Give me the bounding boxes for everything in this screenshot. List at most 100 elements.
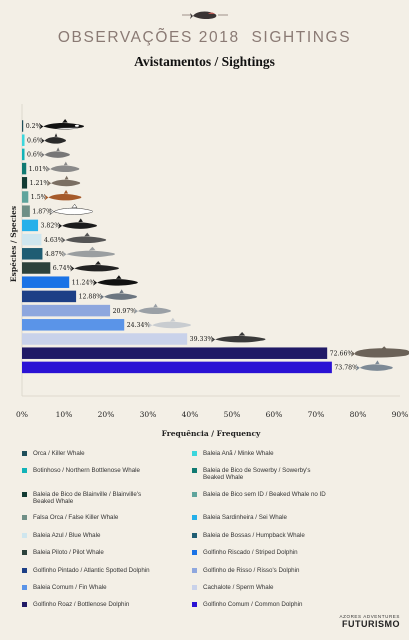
bar-label-4: 1.21% (30, 180, 50, 187)
x-axis-title: Frequência / Frequency (162, 429, 261, 438)
legend-item-10: Baleia Piloto / Pilot Whale (22, 549, 162, 556)
legend-swatch-0 (22, 451, 27, 456)
species-silhouette-icon-7 (58, 218, 97, 229)
legend-swatch-16 (22, 602, 27, 607)
legend-item-15: Cachalote / Sperm Whale (192, 584, 332, 591)
bar-6 (22, 205, 30, 217)
legend-swatch-15 (192, 585, 197, 590)
legend-label-16: Golfinho Roaz / Bottlenose Dolphin (33, 601, 130, 608)
bar-label-16: 72.66% (330, 350, 354, 357)
bar-label-14: 24.34% (127, 322, 151, 329)
logo-tagline: AZORES ADVENTURES (339, 614, 400, 619)
legend-swatch-10 (22, 550, 27, 555)
species-silhouette-icon-11 (93, 275, 138, 286)
legend-item-14: Baleia Comum / Fin Whale (22, 584, 162, 591)
bar-label-8: 4.63% (44, 237, 64, 244)
bar-14 (22, 319, 125, 331)
logo-wordmark: FUTURISMO (342, 619, 400, 629)
bar-1 (22, 134, 25, 146)
legend-item-17: Golfinho Comum / Common Dolphin (192, 601, 332, 608)
bar-0 (22, 120, 24, 132)
x-tick-label-6: 60% (266, 410, 283, 419)
legend-swatch-7 (192, 515, 197, 520)
legend-item-7: Baleia Sardinheira / Sei Whale (192, 514, 332, 521)
legend-item-8: Baleia Azul / Blue Whale (22, 532, 162, 539)
legend-label-5: Baleia de Bico sem ID / Beaked Whale no … (203, 491, 326, 498)
bar-label-15: 39.33% (190, 336, 214, 343)
bar-label-7: 3.82% (41, 223, 61, 230)
x-tick-label-1: 10% (56, 410, 73, 419)
legend-swatch-1 (192, 451, 197, 456)
bar-5 (22, 191, 29, 203)
bar-10 (22, 262, 51, 274)
page-title: OBSERVAÇÕES 2018 SIGHTINGS (57, 29, 352, 46)
species-silhouette-icon-1 (40, 133, 66, 144)
bar-8 (22, 233, 42, 246)
legend-swatch-6 (22, 515, 27, 520)
legend-label-15: Cachalote / Sperm Whale (203, 584, 274, 591)
x-tick-label-5: 50% (224, 410, 241, 419)
species-silhouette-icon-0 (39, 119, 85, 130)
species-silhouette-icon-13 (133, 303, 171, 315)
bar-9 (22, 248, 43, 260)
chart-title: Avistamentos / Sightings (134, 54, 275, 69)
legend-swatch-11 (192, 550, 197, 555)
bar-11 (22, 276, 70, 288)
bar-label-11: 11.24% (72, 279, 96, 286)
bar-3 (22, 162, 27, 175)
legend-label-17: Golfinho Comum / Common Dolphin (203, 601, 303, 608)
bar-label-0: 0.2% (26, 123, 42, 130)
bar-label-2: 0.6% (27, 152, 43, 159)
x-tick-label-4: 40% (182, 410, 199, 419)
bar-16 (22, 347, 328, 359)
species-silhouette-icon-16 (351, 346, 409, 358)
bar-label-10: 6.74% (53, 265, 73, 272)
bar-label-1: 0.6% (27, 137, 43, 144)
bar-4 (22, 177, 28, 189)
legend-label-4: Baleia de Bico de Blainville / Blainvill… (33, 491, 142, 506)
legend-label-3: Baleia de Bico de Sowerby / Sowerby's Be… (203, 467, 311, 482)
bar-label-9: 4.87% (45, 251, 65, 258)
species-silhouette-icon-8 (61, 232, 107, 244)
bar-chart: 0.2% 0.6% 0.6% 1.01% 1.21% 1.5% 1.87% 3.82% 4.63… (9, 104, 409, 438)
legend-swatch-2 (22, 468, 27, 473)
bar-7 (22, 219, 39, 232)
species-silhouette-icon-17 (355, 360, 393, 371)
x-tick-label-8: 80% (350, 410, 367, 419)
legend-label-8: Baleia Azul / Blue Whale (33, 532, 101, 539)
legend-label-7: Baleia Sardinheira / Sei Whale (203, 514, 287, 521)
legend-item-16: Golfinho Roaz / Bottlenose Dolphin (22, 601, 162, 608)
legend-label-1: Baleia Anã / Minke Whale (203, 450, 274, 457)
bar-13 (22, 304, 111, 317)
species-silhouette-icon-9 (62, 246, 115, 258)
chart-legend: Orca / Killer Whale Baleia Anã / Minke Wh… (22, 450, 382, 618)
x-tick-label-7: 70% (308, 410, 325, 419)
species-silhouette-icon-14 (148, 317, 191, 329)
species-silhouette-icon-6 (49, 203, 93, 215)
bar-label-5: 1.5% (31, 194, 47, 201)
legend-label-9: Baleia de Bossas / Humpback Whale (203, 532, 305, 539)
legend-label-11: Golfinho Riscado / Striped Dolphin (203, 549, 298, 556)
legend-swatch-13 (192, 568, 197, 573)
legend-swatch-9 (192, 533, 197, 538)
species-silhouette-icon-3 (46, 161, 80, 173)
legend-label-12: Golfinho Pintado / Atlantic Spotted Dolp… (33, 567, 150, 574)
bar-label-12: 12.88% (79, 294, 103, 301)
legend-item-6: Falsa Orca / False Killer Whale (22, 514, 162, 521)
species-silhouette-icon-2 (40, 147, 70, 158)
y-axis-title: Espécies / Species (9, 206, 18, 282)
species-silhouette-icon-12 (99, 289, 137, 300)
species-silhouette-icon-10 (70, 261, 119, 272)
legend-label-6: Falsa Orca / False Killer Whale (33, 514, 119, 521)
whale-logo-icon (182, 11, 228, 20)
legend-swatch-12 (22, 568, 27, 573)
bar-label-3: 1.01% (29, 166, 49, 173)
bar-17 (22, 361, 332, 374)
legend-item-0: Orca / Killer Whale (22, 450, 162, 457)
legend-item-13: Golfinho de Risso / Risso's Dolphin (192, 567, 332, 574)
x-tick-label-2: 20% (98, 410, 115, 419)
x-tick-label-0: 0% (16, 410, 28, 419)
legend-item-4: Baleia de Bico de Blainville / Blainvill… (22, 491, 162, 506)
legend-label-2: Botinhoso / Northern Bottlenose Whale (33, 467, 140, 474)
legend-swatch-8 (22, 533, 27, 538)
